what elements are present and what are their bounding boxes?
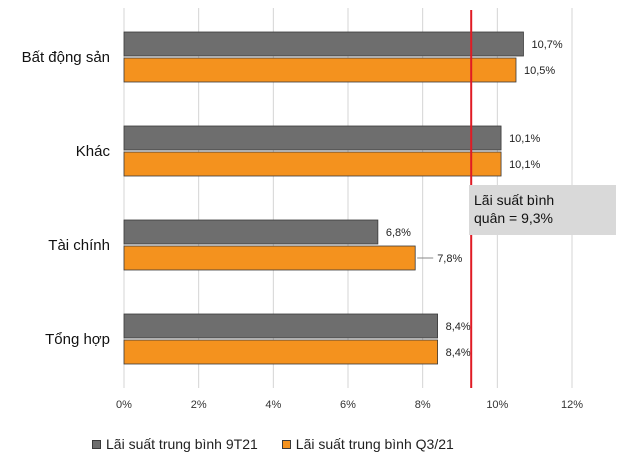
data-label: 10,5%	[524, 65, 555, 77]
bar-q321	[123, 339, 439, 365]
x-tick-label: 4%	[265, 399, 281, 411]
annotation-text: Lãi suất bình	[474, 192, 554, 208]
category-label: Tài chính	[48, 237, 110, 254]
category-label: Tổng hợp	[45, 331, 110, 348]
legend-swatch-q321	[281, 439, 291, 449]
x-tick-label: 8%	[415, 399, 431, 411]
x-tick-label: 10%	[486, 399, 508, 411]
bar-9t21	[123, 31, 524, 57]
x-axis-ticks: 0% 2% 4% 6% 8% 10% 12%	[116, 399, 583, 411]
x-tick-label: 6%	[340, 399, 356, 411]
legend-label-9t21: Lãi suất trung bình 9T21	[106, 436, 258, 452]
data-label: 10,1%	[509, 159, 540, 171]
bar-q321	[123, 151, 502, 177]
legend: Lãi suất trung bình 9T21 Lãi suất trung …	[92, 436, 454, 452]
bar-q321	[123, 57, 517, 83]
data-labels: 10,7% 10,5% 10,1% 10,1% 6,8% 7,8% 8,4% 8,4%	[386, 39, 563, 359]
data-label: 6,8%	[386, 227, 411, 239]
legend-item-q321: Lãi suất trung bình Q3/21	[281, 436, 454, 452]
bar-q321	[123, 245, 416, 271]
data-label: 10,7%	[531, 39, 562, 51]
bars	[123, 31, 524, 365]
data-label: 10,1%	[509, 133, 540, 145]
x-tick-label: 2%	[191, 399, 207, 411]
reference-annotation: Lãi suất bình quân = 9,3%	[469, 10, 616, 388]
legend-label-q321: Lãi suất trung bình Q3/21	[295, 436, 454, 452]
data-label: 8,4%	[446, 347, 471, 359]
data-label: 7,8%	[437, 253, 462, 265]
bar-chart: 10,7% 10,5% 10,1% 10,1% 6,8% 7,8% 8,4% 8,4% Bất…	[22, 8, 616, 411]
bar-9t21	[123, 219, 379, 245]
legend-swatch-9t21	[92, 439, 101, 449]
bar-9t21	[123, 125, 502, 151]
category-labels: Bất động sản Khác Tài chính Tổng hợp	[22, 49, 111, 348]
x-tick-label: 0%	[116, 399, 132, 411]
data-label: 8,4%	[446, 321, 471, 333]
annotation-box	[469, 185, 616, 235]
annotation-text: quân = 9,3%	[474, 210, 553, 226]
legend-item-9t21: Lãi suất trung bình 9T21	[92, 436, 258, 452]
bar-9t21	[123, 313, 439, 339]
category-label: Bất động sản	[22, 49, 110, 66]
category-label: Khác	[76, 143, 111, 160]
x-tick-label: 12%	[561, 399, 583, 411]
